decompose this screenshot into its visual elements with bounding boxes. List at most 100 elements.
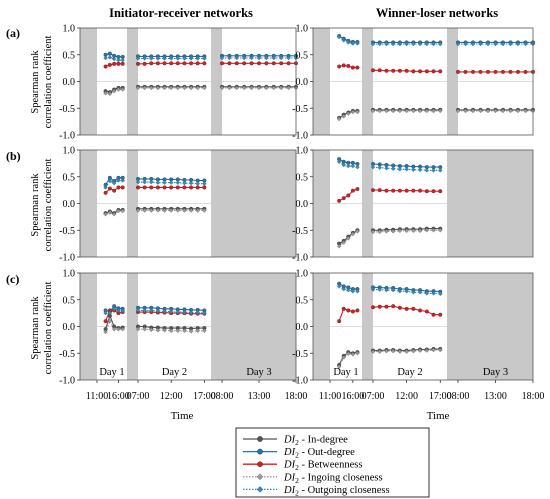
day-label: Day 2 [397,367,422,378]
betweenness-point [418,69,423,74]
betweenness-point [202,61,207,66]
outgoing-closeness-point [162,56,167,61]
ingoing-closeness-point [523,108,528,114]
ingoing-closeness-point [195,328,200,333]
ingoing-closeness-point [202,328,207,333]
ingoing-closeness-point [463,108,468,114]
ingoing-closeness-point [219,85,225,91]
legend-marker [256,473,264,481]
ingoing-closeness-point [278,85,284,91]
outgoing-closeness-point [135,56,141,61]
outgoing-closeness-point [515,41,521,47]
ingoing-closeness-line [338,111,358,120]
outgoing-closeness-point [346,163,351,169]
outgoing-closeness-point [195,310,200,315]
ingoing-closeness-point [227,85,232,91]
ingoing-closeness-point [155,208,161,213]
outgoing-closeness-point [202,56,207,61]
ingoing-closeness-point [478,108,483,114]
outgoing-closeness-point [111,180,117,186]
y-tick-label: -1.0 [292,253,308,264]
ingoing-closeness-point [411,348,416,354]
betweenness-point [471,69,476,74]
outgoing-closeness-point [350,163,356,169]
outgoing-closeness-point [162,180,167,185]
outgoing-closeness-point [107,310,113,316]
legend-subscript: 2 [295,451,299,460]
outgoing-closeness-point [142,56,147,61]
ingoing-closeness-point [485,108,491,114]
ingoing-closeness-point [116,87,121,92]
y-tick-label: -0.5 [292,349,308,360]
legend-text: - Ingoing closeness [299,472,383,483]
outgoing-closeness-point [111,56,117,62]
outgoing-closeness-point [411,167,416,173]
ingoing-closeness-point [107,210,113,215]
ingoing-closeness-point [355,351,360,356]
y-tick-label: -1.0 [59,253,75,264]
ingoing-closeness-point [175,328,181,333]
betweenness-point [523,69,528,74]
y-tick-label: 0.5 [63,50,76,61]
betweenness-point [103,319,108,324]
ingoing-closeness-point [175,208,181,213]
ingoing-closeness-point [404,108,409,114]
outgoing-closeness-point [175,180,181,185]
outgoing-closeness-point [424,41,430,47]
outgoing-closeness-point [116,57,121,63]
ingoing-closeness-point [377,349,382,354]
betweenness-point [424,309,429,314]
legend-prefix: DI [283,435,296,446]
outgoing-closeness-point [195,181,200,186]
x-axis-title-initiator-receiver: Time [171,410,194,422]
y-tick-label: 0.0 [63,322,76,333]
ingoing-closeness-point [384,348,389,354]
betweenness-point [242,61,247,66]
betweenness-point [346,308,351,313]
outgoing-closeness-point [120,308,125,314]
ingoing-closeness-point [515,108,521,114]
betweenness-point [135,185,140,190]
ingoing-closeness-point [103,211,108,217]
outgoing-closeness-point [377,287,382,292]
outgoing-closeness-point [188,56,194,61]
outgoing-closeness-point [397,167,403,172]
outgoing-closeness-point [202,310,207,316]
out-degree-point [107,51,112,56]
ingoing-closeness-point [424,228,430,233]
x-tick-label: 11:00 [86,391,108,402]
legend-prefix: DI [283,447,296,458]
betweenness-point [411,188,416,193]
ingoing-closeness-point [188,85,194,91]
ingoing-closeness-point [149,208,154,213]
ingoing-closeness-point [107,91,113,97]
ingoing-closeness-point [370,349,376,354]
betweenness-point [493,69,498,74]
outgoing-closeness-point [162,309,167,314]
outgoing-closeness-point [370,287,376,292]
outgoing-closeness-point [346,40,351,45]
ingoing-closeness-point [438,228,443,233]
ingoing-closeness-point [341,355,346,360]
ingoing-closeness-point [120,87,125,92]
outgoing-closeness-point [103,185,108,190]
betweenness-point [411,306,416,311]
betweenness-point [135,61,140,66]
outgoing-closeness-point [142,179,147,185]
outgoing-closeness-point [135,308,141,313]
day-label: Day 2 [162,367,187,378]
y-tick-label: 1.0 [63,24,76,35]
outgoing-closeness-point [182,180,187,186]
legend-entry-label: DI2 - In-degree [283,435,348,448]
ingoing-closeness-point [264,85,269,91]
outgoing-closeness-point [417,167,423,173]
ingoing-closeness-point [417,108,423,114]
betweenness-point [516,69,521,74]
betweenness-point [384,304,389,309]
betweenness-point [404,188,409,193]
betweenness-point [355,187,360,192]
legend-marker [256,486,264,493]
ingoing-closeness-point [135,85,141,91]
y-tick-label: 0.0 [63,77,76,88]
